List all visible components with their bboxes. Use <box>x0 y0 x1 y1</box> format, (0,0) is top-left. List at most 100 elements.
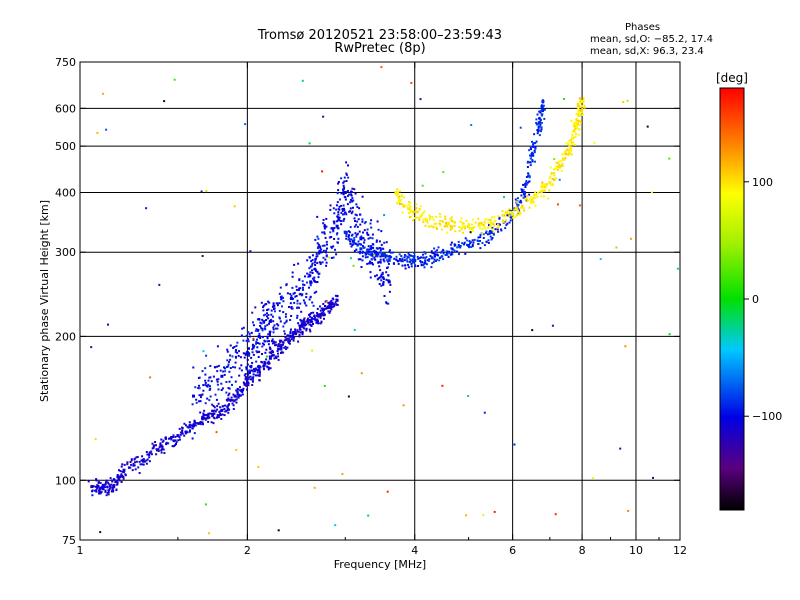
data-point <box>242 381 245 384</box>
noise-point <box>145 207 148 210</box>
noise-point <box>102 92 104 95</box>
data-point <box>252 370 255 373</box>
data-point <box>400 194 403 197</box>
data-point <box>322 249 325 252</box>
data-point <box>487 222 490 224</box>
data-point <box>237 388 240 391</box>
data-point <box>392 262 395 265</box>
data-point <box>507 213 510 216</box>
data-point <box>224 367 227 370</box>
data-point <box>378 246 381 249</box>
data-point <box>389 283 392 286</box>
data-point <box>232 366 234 369</box>
data-point <box>208 412 211 415</box>
data-point <box>248 376 250 379</box>
data-point <box>335 220 338 223</box>
data-point <box>170 438 173 441</box>
data-point <box>319 316 322 319</box>
data-point <box>534 145 537 148</box>
data-point <box>269 330 272 333</box>
data-point <box>240 334 243 337</box>
data-point <box>346 190 349 192</box>
data-point <box>258 318 261 321</box>
data-point <box>333 305 336 308</box>
data-point <box>298 306 300 309</box>
data-point <box>361 220 364 223</box>
data-point <box>335 204 338 207</box>
data-point <box>580 100 584 103</box>
data-point <box>415 211 418 213</box>
data-point <box>382 282 385 285</box>
data-point <box>579 98 581 101</box>
data-point <box>330 304 333 307</box>
data-point <box>202 384 205 387</box>
data-point <box>257 364 260 367</box>
data-point <box>101 485 104 488</box>
data-point <box>230 376 233 379</box>
data-point <box>258 365 261 368</box>
data-point <box>208 376 211 379</box>
data-point <box>353 225 356 228</box>
data-point <box>491 226 494 229</box>
data-point <box>229 400 232 402</box>
data-point <box>422 218 425 221</box>
noise-point <box>503 196 505 199</box>
data-point <box>345 237 348 240</box>
data-point <box>330 308 333 311</box>
data-point <box>410 262 413 265</box>
data-point <box>95 479 98 482</box>
data-point <box>417 257 420 260</box>
data-point <box>224 404 226 407</box>
data-point <box>223 414 226 417</box>
data-point <box>394 191 398 194</box>
data-point <box>397 196 400 199</box>
data-point <box>581 107 584 110</box>
data-point <box>309 319 313 323</box>
data-point <box>409 208 412 211</box>
data-point <box>99 487 101 490</box>
data-point <box>266 340 269 343</box>
data-point <box>428 258 431 261</box>
data-point <box>119 474 122 477</box>
data-point <box>457 240 460 243</box>
data-point <box>487 239 490 242</box>
data-point <box>131 469 134 472</box>
data-point <box>514 198 517 201</box>
data-point <box>261 328 264 330</box>
data-point <box>323 244 326 247</box>
data-point <box>354 242 357 245</box>
data-point <box>557 169 559 171</box>
data-point <box>364 252 367 255</box>
y-tick-label: 600 <box>55 102 76 115</box>
data-point <box>245 381 249 385</box>
data-point <box>513 208 516 211</box>
data-point <box>366 251 369 253</box>
data-point <box>188 425 191 427</box>
data-point <box>150 450 153 453</box>
data-point <box>488 231 491 234</box>
data-point <box>309 330 312 333</box>
data-point <box>267 368 270 371</box>
data-point <box>311 262 314 265</box>
data-point <box>347 238 350 241</box>
data-point <box>434 255 436 258</box>
data-point <box>285 313 287 316</box>
data-point <box>309 271 312 274</box>
data-point <box>294 328 297 331</box>
data-point <box>275 327 277 330</box>
data-point <box>271 315 274 318</box>
data-point <box>201 393 204 396</box>
data-point <box>489 225 492 228</box>
data-point <box>490 238 493 241</box>
data-point <box>234 380 237 383</box>
data-point <box>138 460 141 463</box>
data-point <box>459 246 462 249</box>
data-point <box>561 157 565 161</box>
data-point <box>332 220 335 223</box>
data-point <box>354 213 357 216</box>
data-point <box>342 219 345 222</box>
data-point <box>363 229 366 232</box>
data-point <box>540 195 543 198</box>
noise-point <box>421 184 424 187</box>
data-point <box>313 317 316 320</box>
